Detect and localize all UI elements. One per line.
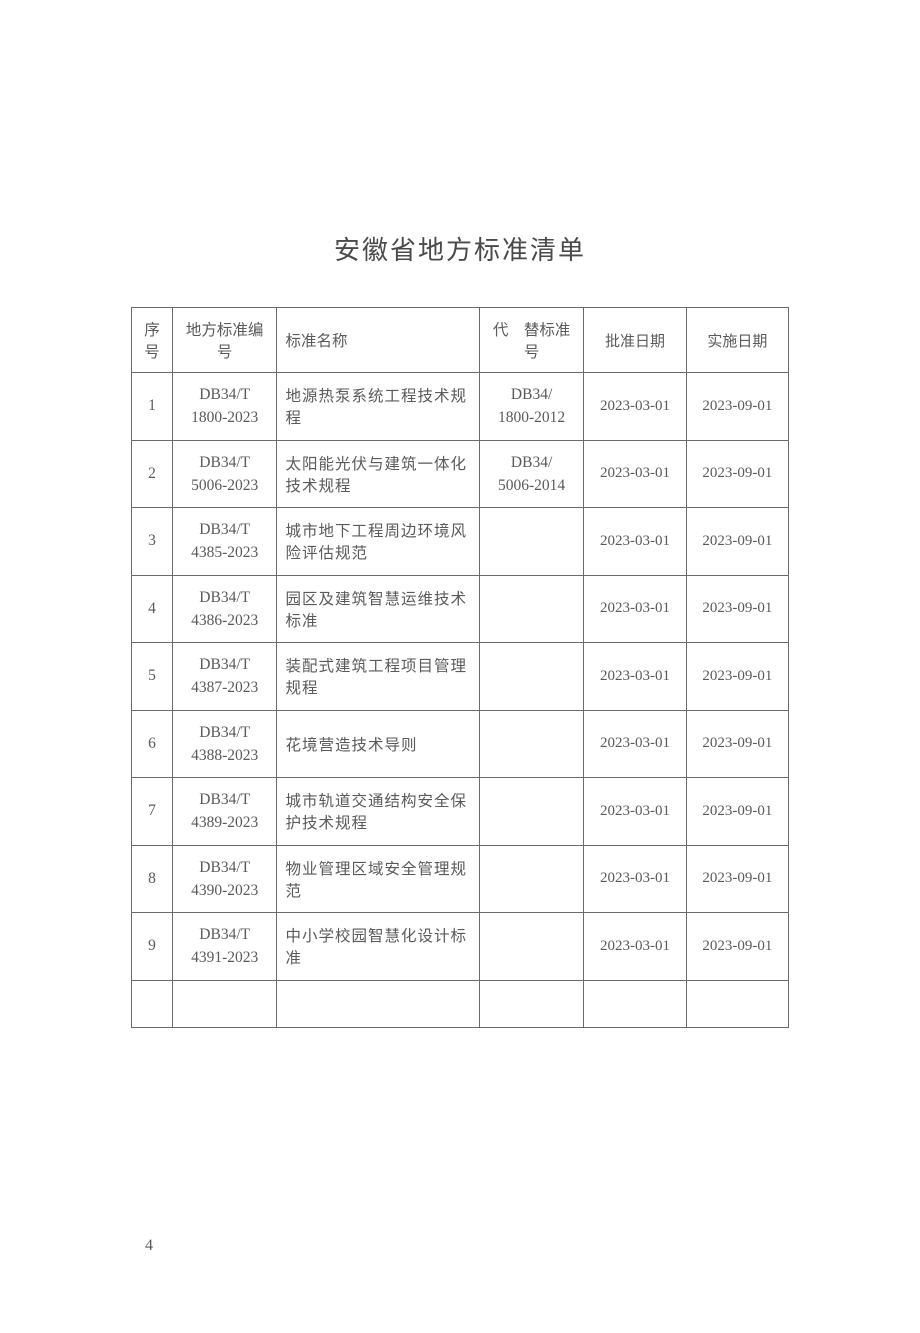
cell-approve-date: 2023-03-01 [584,913,686,981]
cell-name: 地源热泵系统工程技术规程 [277,373,479,441]
cell-effective-date: 2023-09-01 [686,508,788,576]
header-seq: 序号 [132,308,173,373]
cell-code: DB34/T4389-2023 [172,778,277,846]
cell-empty [686,980,788,1027]
cell-code: DB34/T4391-2023 [172,913,277,981]
cell-replace: DB34/1800-2012 [479,373,584,441]
cell-code: DB34/T5006-2023 [172,440,277,508]
cell-code: DB34/T4388-2023 [172,710,277,778]
cell-replace [479,508,584,576]
table-row: 4DB34/T4386-2023园区及建筑智慧运维技术标准 2023-03-012… [132,575,789,643]
table-row: 8DB34/T4390-2023物业管理区域安全管理规范 2023-03-0120… [132,845,789,913]
cell-name: 物业管理区域安全管理规范 [277,845,479,913]
cell-effective-date: 2023-09-01 [686,710,788,778]
cell-seq: 6 [132,710,173,778]
cell-name: 装配式建筑工程项目管理规程 [277,643,479,711]
cell-seq: 5 [132,643,173,711]
standards-table-container: 序号 地方标准编 号 标准名称 代 替标准号 批准日期 实施日期 1DB34/T… [131,307,789,1028]
table-row: 1DB34/T1800-2023地源热泵系统工程技术规程DB34/1800-20… [132,373,789,441]
cell-code: DB34/T1800-2023 [172,373,277,441]
cell-seq: 7 [132,778,173,846]
cell-effective-date: 2023-09-01 [686,913,788,981]
header-replace: 代 替标准号 [479,308,584,373]
cell-approve-date: 2023-03-01 [584,373,686,441]
cell-replace [479,845,584,913]
cell-name: 中小学校园智慧化设计标准 [277,913,479,981]
cell-empty [277,980,479,1027]
cell-effective-date: 2023-09-01 [686,643,788,711]
header-effective-date: 实施日期 [686,308,788,373]
cell-name: 花境营造技术导则 [277,710,479,778]
cell-seq: 4 [132,575,173,643]
cell-empty [584,980,686,1027]
header-approve-date: 批准日期 [584,308,686,373]
cell-approve-date: 2023-03-01 [584,508,686,576]
page-number: 4 [145,1237,153,1255]
cell-effective-date: 2023-09-01 [686,778,788,846]
cell-approve-date: 2023-03-01 [584,643,686,711]
cell-effective-date: 2023-09-01 [686,845,788,913]
cell-code: DB34/T4385-2023 [172,508,277,576]
cell-approve-date: 2023-03-01 [584,778,686,846]
cell-approve-date: 2023-03-01 [584,845,686,913]
cell-code: DB34/T4390-2023 [172,845,277,913]
cell-replace [479,710,584,778]
cell-seq: 9 [132,913,173,981]
header-code: 地方标准编 号 [172,308,277,373]
cell-seq: 3 [132,508,173,576]
cell-approve-date: 2023-03-01 [584,440,686,508]
header-name: 标准名称 [277,308,479,373]
cell-approve-date: 2023-03-01 [584,710,686,778]
table-row: 3DB34/T4385-2023城市地下工程周边环境风险评估规范 2023-03-… [132,508,789,576]
cell-effective-date: 2023-09-01 [686,575,788,643]
cell-name: 太阳能光伏与建筑一体化技术规程 [277,440,479,508]
cell-replace [479,643,584,711]
table-row: 2DB34/T5006-2023太阳能光伏与建筑一体化技术规程DB34/5006… [132,440,789,508]
cell-effective-date: 2023-09-01 [686,373,788,441]
table-row: 6DB34/T4388-2023花境营造技术导则 2023-03-012023-0… [132,710,789,778]
page-title: 安徽省地方标准清单 [0,0,920,307]
cell-replace [479,913,584,981]
cell-empty [132,980,173,1027]
cell-replace [479,575,584,643]
cell-approve-date: 2023-03-01 [584,575,686,643]
cell-name: 城市地下工程周边环境风险评估规范 [277,508,479,576]
table-row: 5DB34/T4387-2023装配式建筑工程项目管理规程 2023-03-012… [132,643,789,711]
cell-seq: 8 [132,845,173,913]
cell-empty [479,980,584,1027]
cell-name: 园区及建筑智慧运维技术标准 [277,575,479,643]
table-row-empty [132,980,789,1027]
cell-effective-date: 2023-09-01 [686,440,788,508]
table-header-row: 序号 地方标准编 号 标准名称 代 替标准号 批准日期 实施日期 [132,308,789,373]
cell-seq: 1 [132,373,173,441]
cell-replace [479,778,584,846]
cell-empty [172,980,277,1027]
cell-replace: DB34/5006-2014 [479,440,584,508]
cell-name: 城市轨道交通结构安全保护技术规程 [277,778,479,846]
table-row: 7DB34/T4389-2023城市轨道交通结构安全保护技术规程 2023-03-… [132,778,789,846]
cell-code: DB34/T4386-2023 [172,575,277,643]
cell-seq: 2 [132,440,173,508]
table-row: 9DB34/T4391-2023中小学校园智慧化设计标准 2023-03-0120… [132,913,789,981]
standards-table: 序号 地方标准编 号 标准名称 代 替标准号 批准日期 实施日期 1DB34/T… [131,307,789,1028]
cell-code: DB34/T4387-2023 [172,643,277,711]
